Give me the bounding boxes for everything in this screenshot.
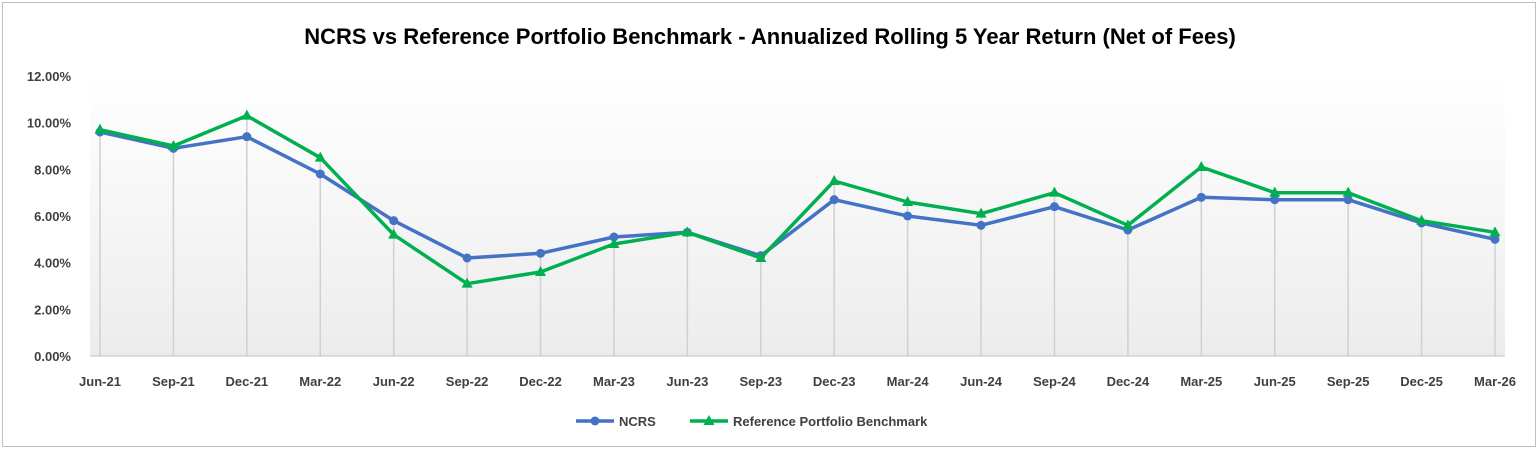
series-layer	[94, 109, 1501, 288]
benchmark-point	[608, 238, 620, 248]
legend-marker-benchmark	[703, 415, 715, 425]
x-tick-label: Mar-22	[299, 374, 341, 389]
x-tick-label: Mar-25	[1180, 374, 1222, 389]
y-tick-label: 2.00%	[34, 302, 71, 317]
x-tick-label: Dec-21	[226, 374, 269, 389]
x-tick-label: Jun-25	[1254, 374, 1296, 389]
ncrs-point	[829, 195, 839, 205]
x-tick-label: Jun-22	[373, 374, 415, 389]
y-tick-label: 0.00%	[34, 349, 71, 364]
benchmark-point	[535, 266, 547, 276]
benchmark-point	[1195, 161, 1207, 171]
x-tick-label: Sep-21	[152, 374, 195, 389]
ncrs-point	[903, 211, 913, 221]
y-tick-label: 4.00%	[34, 256, 71, 271]
benchmark-point	[1048, 186, 1060, 197]
series-line-ncrs	[98, 130, 1497, 260]
ncrs-point	[976, 220, 986, 230]
ncrs-point	[1490, 234, 1500, 244]
y-tick-label: 8.00%	[34, 162, 71, 177]
ncrs-point	[1270, 195, 1280, 205]
drop-lines	[99, 115, 1496, 356]
benchmark-point	[241, 109, 253, 120]
x-axis: Jun-21 Sep-21 Dec-21 Mar-22 Jun-22 Sep-22 Dec-…	[79, 374, 1516, 389]
x-tick-label: Mar-26	[1474, 374, 1516, 389]
x-tick-label: Mar-24	[887, 374, 930, 389]
legend-label-ncrs: NCRS	[619, 414, 656, 429]
benchmark-point	[167, 140, 179, 150]
legend: NCRS Reference Portfolio Benchmark	[576, 414, 928, 429]
benchmark-point	[1489, 226, 1501, 237]
y-axis: 0.00% 2.00% 4.00% 6.00% 8.00% 10.00% 12.00%	[27, 69, 72, 364]
benchmark-point	[828, 175, 840, 185]
y-tick-label: 10.00%	[27, 116, 72, 131]
ncrs-point	[242, 132, 252, 142]
benchmark-point	[461, 277, 473, 288]
x-tick-label: Mar-23	[593, 374, 635, 389]
ncrs-point	[315, 169, 325, 179]
benchmark-point	[314, 151, 326, 162]
x-tick-label: Sep-24	[1033, 374, 1076, 389]
ncrs-point	[609, 232, 619, 242]
benchmark-point	[1342, 186, 1354, 197]
benchmark-point	[681, 226, 693, 237]
x-tick-label: Dec-25	[1400, 374, 1443, 389]
x-tick-label: Dec-23	[813, 374, 856, 389]
x-tick-label: Jun-24	[960, 374, 1003, 389]
x-tick-label: Dec-24	[1107, 374, 1150, 389]
benchmark-point	[755, 252, 767, 262]
benchmark-point	[902, 196, 914, 206]
ncrs-point	[1196, 192, 1206, 202]
y-tick-label: 6.00%	[34, 209, 71, 224]
benchmark-point	[1269, 186, 1281, 197]
legend-label-benchmark: Reference Portfolio Benchmark	[733, 414, 928, 429]
ncrs-point	[536, 248, 546, 258]
legend-marker-ncrs	[590, 416, 600, 426]
ncrs-point	[462, 253, 472, 263]
x-tick-label: Jun-21	[79, 374, 121, 389]
x-tick-label: Dec-22	[519, 374, 562, 389]
ncrs-point	[1049, 202, 1059, 212]
x-tick-label: Sep-23	[739, 374, 782, 389]
x-tick-label: Sep-22	[446, 374, 489, 389]
x-tick-label: Sep-25	[1327, 374, 1370, 389]
series-line-benchmark	[98, 113, 1497, 286]
plot-area	[90, 76, 1505, 356]
x-tick-label: Jun-23	[666, 374, 708, 389]
benchmark-point	[388, 228, 400, 239]
ncrs-point	[389, 216, 399, 226]
benchmark-point	[1416, 214, 1428, 225]
benchmark-point	[94, 123, 106, 134]
benchmark-point	[975, 207, 987, 218]
y-tick-label: 12.00%	[27, 69, 72, 84]
ncrs-point	[1343, 195, 1353, 205]
chart-title: NCRS vs Reference Portfolio Benchmark - …	[304, 24, 1236, 49]
benchmark-point	[1122, 219, 1134, 230]
